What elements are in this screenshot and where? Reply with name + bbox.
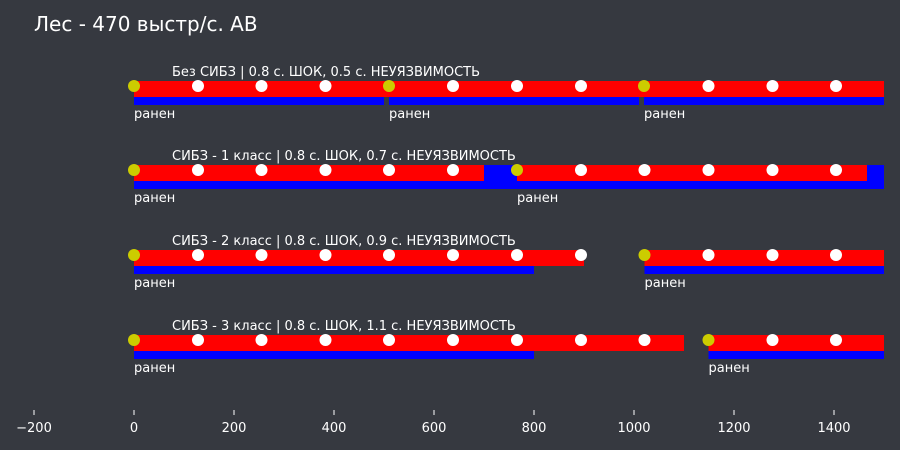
row-1: Без СИБЗ | 0.8 с. ШОК, 0.5 с. НЕУЯЗВИМОС… bbox=[128, 65, 884, 122]
x-axis: −200 0 200 400 600 800 1000 1200 1400 bbox=[16, 410, 851, 436]
stun-bar bbox=[134, 250, 584, 266]
shot-marker bbox=[383, 334, 395, 346]
hit-marker bbox=[128, 334, 140, 346]
chart-title: Лес - 470 выстр/с. АВ bbox=[34, 12, 258, 36]
hit-marker bbox=[511, 164, 523, 176]
hit-label: ранен bbox=[709, 361, 750, 376]
x-tick-label: 1000 bbox=[617, 421, 650, 436]
hit-marker bbox=[128, 80, 140, 92]
hit-marker bbox=[638, 249, 651, 261]
stun-bar bbox=[134, 335, 684, 351]
shot-marker bbox=[511, 80, 523, 92]
hit-label: ранен bbox=[644, 107, 685, 122]
shot-marker bbox=[766, 249, 779, 261]
shot-marker bbox=[830, 164, 842, 176]
row-title: СИБЗ - 1 класс | 0.8 с. ШОК, 0.7 с. НЕУЯ… bbox=[172, 149, 516, 164]
shot-marker bbox=[702, 249, 715, 261]
x-tick-label: 1400 bbox=[817, 421, 850, 436]
hit-label: ранен bbox=[134, 191, 175, 206]
shot-marker bbox=[192, 249, 204, 261]
shot-marker bbox=[702, 164, 715, 176]
shot-marker bbox=[192, 164, 204, 176]
stun-bar bbox=[134, 165, 484, 181]
hit-label: ранен bbox=[134, 107, 175, 122]
shot-marker bbox=[830, 249, 842, 261]
stun-bar bbox=[517, 165, 867, 181]
shot-marker bbox=[511, 249, 523, 261]
shot-marker bbox=[766, 80, 779, 92]
shot-marker bbox=[319, 249, 332, 261]
row-title: СИБЗ - 2 класс | 0.8 с. ШОК, 0.9 с. НЕУЯ… bbox=[172, 234, 516, 249]
hit-label: ранен bbox=[134, 276, 175, 291]
x-tick-label: 200 bbox=[222, 421, 247, 436]
shot-marker bbox=[447, 80, 459, 92]
shot-marker bbox=[192, 80, 204, 92]
shot-marker bbox=[702, 80, 715, 92]
shot-marker bbox=[192, 334, 204, 346]
shot-marker bbox=[575, 334, 587, 346]
hit-marker bbox=[638, 80, 650, 92]
stun-bar bbox=[644, 250, 884, 266]
shot-marker bbox=[255, 334, 268, 346]
hit-label: ранен bbox=[134, 361, 175, 376]
stun-bar bbox=[644, 81, 884, 97]
shot-marker bbox=[383, 249, 395, 261]
row-title: СИБЗ - 3 класс | 0.8 с. ШОК, 1.1 с. НЕУЯ… bbox=[172, 319, 516, 334]
shot-marker bbox=[255, 80, 268, 92]
hit-marker bbox=[128, 164, 140, 176]
shot-marker bbox=[319, 80, 332, 92]
rows: Без СИБЗ | 0.8 с. ШОК, 0.5 с. НЕУЯЗВИМОС… bbox=[128, 65, 884, 376]
shot-marker bbox=[830, 80, 842, 92]
shot-marker bbox=[447, 249, 459, 261]
x-tick-label: 1200 bbox=[717, 421, 750, 436]
hit-marker bbox=[128, 249, 140, 261]
shot-marker bbox=[575, 164, 587, 176]
hit-marker bbox=[383, 80, 395, 92]
shot-marker bbox=[766, 164, 779, 176]
shot-marker bbox=[383, 164, 395, 176]
x-tick-label: 400 bbox=[322, 421, 347, 436]
row-title: Без СИБЗ | 0.8 с. ШОК, 0.5 с. НЕУЯЗВИМОС… bbox=[172, 65, 480, 80]
row-3: СИБЗ - 2 класс | 0.8 с. ШОК, 0.9 с. НЕУЯ… bbox=[128, 234, 884, 291]
x-tick-label: 0 bbox=[130, 421, 138, 436]
x-tick-label: −200 bbox=[16, 421, 52, 436]
hit-marker bbox=[702, 334, 715, 346]
shot-marker bbox=[575, 249, 587, 261]
shot-marker bbox=[255, 249, 268, 261]
row-2: СИБЗ - 1 класс | 0.8 с. ШОК, 0.7 с. НЕУЯ… bbox=[128, 149, 884, 206]
shot-marker bbox=[638, 164, 651, 176]
shot-marker bbox=[575, 80, 587, 92]
shot-marker bbox=[766, 334, 779, 346]
shot-marker bbox=[511, 334, 523, 346]
shot-marker bbox=[255, 164, 268, 176]
shot-marker bbox=[830, 334, 842, 346]
hit-label: ранен bbox=[389, 107, 430, 122]
shot-marker bbox=[638, 334, 651, 346]
x-tick-label: 600 bbox=[422, 421, 447, 436]
x-tick-label: 800 bbox=[522, 421, 547, 436]
shot-marker bbox=[447, 164, 459, 176]
hit-label: ранен bbox=[645, 276, 686, 291]
shot-marker bbox=[319, 164, 332, 176]
row-4: СИБЗ - 3 класс | 0.8 с. ШОК, 1.1 с. НЕУЯ… bbox=[128, 319, 884, 376]
stun-bar bbox=[708, 335, 884, 351]
shot-marker bbox=[319, 334, 332, 346]
shot-marker bbox=[447, 334, 459, 346]
hit-label: ранен bbox=[517, 191, 558, 206]
